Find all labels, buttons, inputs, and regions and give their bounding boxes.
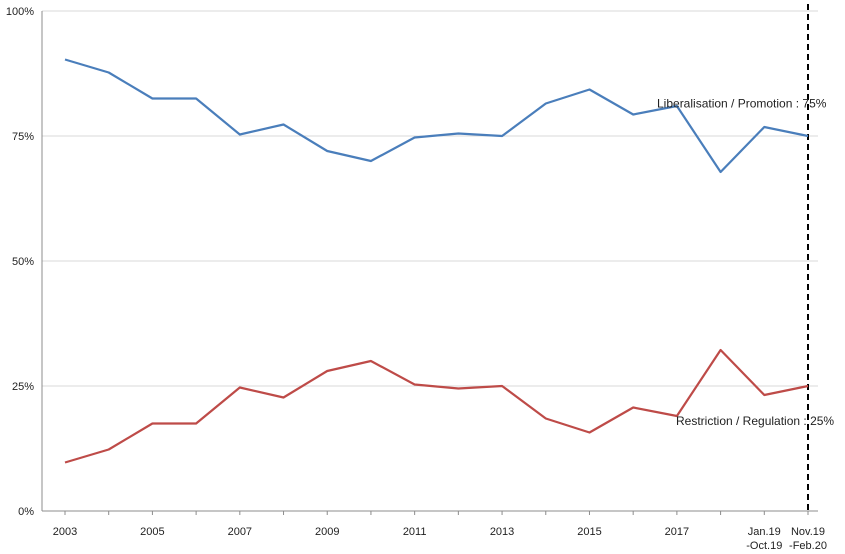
x-tick-label: Jan.19 -Oct.19 (746, 526, 782, 552)
x-tick-label: 2009 (315, 526, 339, 538)
x-tick-label: 2017 (665, 526, 689, 538)
axes: 0% 25% 50% 75% 100% 2003 2005 2007 2009 2011 2013 2… (6, 6, 827, 552)
y-tick-label: 0% (18, 506, 34, 518)
y-tick-label: 25% (12, 381, 34, 393)
y-tick-label: 50% (12, 256, 34, 268)
series-line-2 (64, 348, 809, 464)
y-tick-label: 75% (12, 131, 34, 143)
x-tick-label: 2005 (140, 526, 164, 538)
x-tick-label: 2003 (53, 526, 77, 538)
x-tick-label: 2007 (228, 526, 252, 538)
x-tick-label: Nov.19 -Feb.20 (789, 526, 827, 552)
series-label-1: Liberalisation / Promotion : 75% (657, 97, 827, 111)
labels-group: Liberalisation / Promotion : 75% Restrict… (657, 97, 834, 429)
series-label-2: Restriction / Regulation : 25% (676, 414, 834, 428)
gridlines (42, 10, 818, 512)
y-tick-label: 100% (6, 6, 34, 18)
x-tick-label: 2011 (403, 526, 427, 538)
series-line-1 (64, 58, 809, 174)
series-group (64, 58, 809, 464)
x-tick-label: 2013 (490, 526, 514, 538)
x-tick-label: 2015 (577, 526, 601, 538)
